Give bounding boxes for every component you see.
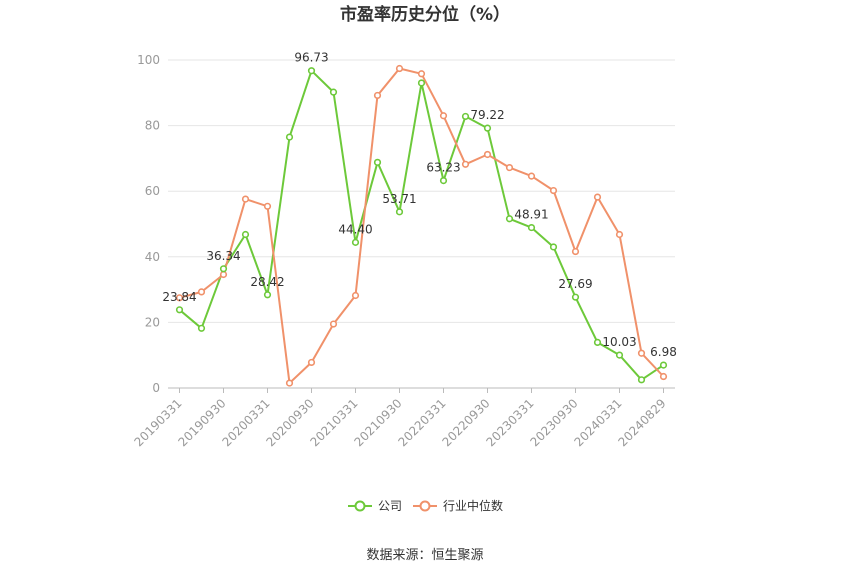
series-1-point-10[interactable] [395, 64, 404, 73]
series-1-point-18[interactable] [571, 247, 580, 256]
series-0-point-20[interactable] [615, 351, 624, 359]
series-1-point-4[interactable] [263, 202, 272, 210]
series-0-point-1[interactable] [197, 324, 206, 332]
series-1-point-2[interactable] [219, 270, 228, 279]
series-1-point-22[interactable] [659, 372, 668, 381]
y-tick-label-20: 20 [145, 315, 160, 329]
series-0-point-19[interactable] [593, 338, 602, 347]
data-label-8: 44.40 [338, 222, 372, 236]
data-label-2: 36.34 [206, 249, 240, 263]
series-1-point-20[interactable] [615, 230, 624, 239]
series-1-point-9[interactable] [373, 91, 382, 100]
y-tick-label-40: 40 [145, 250, 160, 264]
series-1-point-12[interactable] [439, 112, 448, 120]
legend-label-company: 公司 [378, 499, 402, 513]
legend-label-industry-median: 行业中位数 [443, 498, 503, 513]
series-0-point-7[interactable] [329, 88, 338, 96]
series-0-point-14[interactable] [483, 124, 492, 132]
x-tick-label-20240829: 20240829 [616, 396, 669, 449]
series-1-point-14[interactable] [483, 150, 492, 159]
series-1-point-15[interactable] [505, 163, 514, 172]
chart-title: 市盈率历史分位（%） [340, 4, 510, 25]
data-label-20: 10.03 [602, 335, 636, 349]
series-1-point-7[interactable] [329, 320, 338, 328]
series-1-point-11[interactable] [417, 70, 426, 78]
series-0-point-8[interactable] [351, 238, 360, 246]
data-label-12: 63.23 [426, 161, 460, 175]
series-0-point-0[interactable] [175, 306, 184, 314]
series-1-point-5[interactable] [285, 379, 294, 387]
series-1-point-6[interactable] [307, 358, 316, 367]
data-label-18: 27.69 [558, 277, 592, 291]
y-tick-label-60: 60 [145, 184, 160, 198]
series-0-point-16[interactable] [527, 223, 536, 232]
series-1-point-16[interactable] [527, 172, 536, 180]
series-1-point-1[interactable] [197, 288, 206, 296]
series-layer [175, 64, 668, 387]
legend-item-company[interactable]: 公司 [348, 499, 402, 513]
series-1-point-0[interactable] [175, 294, 184, 302]
data-label-6: 96.73 [294, 51, 328, 65]
series-0-point-12[interactable] [439, 177, 448, 185]
series-0-point-3[interactable] [241, 230, 250, 239]
series-0-point-22[interactable] [659, 361, 668, 369]
series-0-point-21[interactable] [637, 376, 646, 384]
data-label-22: 6.98 [650, 345, 677, 359]
source-note: 数据来源：恒生聚源 [366, 548, 483, 563]
legend-marker-company [354, 500, 366, 512]
series-0-point-5[interactable] [285, 133, 294, 141]
y-tick-label-80: 80 [145, 119, 160, 133]
series-0-point-18[interactable] [571, 293, 580, 301]
series-1-point-19[interactable] [593, 193, 602, 201]
series-1-point-3[interactable] [241, 195, 250, 203]
y-tick-label-0: 0 [152, 381, 160, 395]
series-0-point-4[interactable] [263, 291, 272, 299]
grid [168, 59, 675, 389]
data-labels: 23.84 36.34 28.42 96.73 44.40 53.71 63.23 79.22… [162, 51, 677, 359]
legend-item-industry-median[interactable]: 行业中位数 [413, 498, 503, 513]
series-0-point-2[interactable] [219, 265, 228, 273]
data-label-0: 23.84 [162, 290, 196, 304]
series-0-point-13[interactable] [461, 112, 470, 121]
series-0-point-6[interactable] [307, 67, 316, 75]
series-0-point-9[interactable] [373, 158, 382, 166]
data-label-14: 79.22 [470, 108, 504, 122]
series-0-point-11[interactable] [417, 79, 426, 87]
data-label-16: 48.91 [514, 208, 548, 222]
series-line-1 [179, 67, 665, 385]
series-line-0 [178, 69, 665, 381]
legend: 公司 行业中位数 [348, 498, 503, 513]
data-label-10: 53.71 [382, 192, 416, 206]
legend-marker-industry-median [419, 500, 431, 512]
series-1-point-21[interactable] [637, 349, 646, 357]
data-label-4: 28.42 [250, 275, 284, 289]
y-tick-label-100: 100 [137, 53, 160, 67]
series-0-point-17[interactable] [549, 243, 558, 251]
series-1-point-8[interactable] [351, 291, 360, 300]
series-0-point-10[interactable] [395, 208, 404, 216]
series-1-point-13[interactable] [461, 160, 470, 168]
series-0-point-15[interactable] [505, 215, 514, 223]
y-axis: 0 20 40 60 80 100 [137, 53, 160, 395]
x-axis: 2019033120190930202003312020093020210331… [132, 388, 669, 449]
series-1-point-17[interactable] [549, 186, 558, 195]
